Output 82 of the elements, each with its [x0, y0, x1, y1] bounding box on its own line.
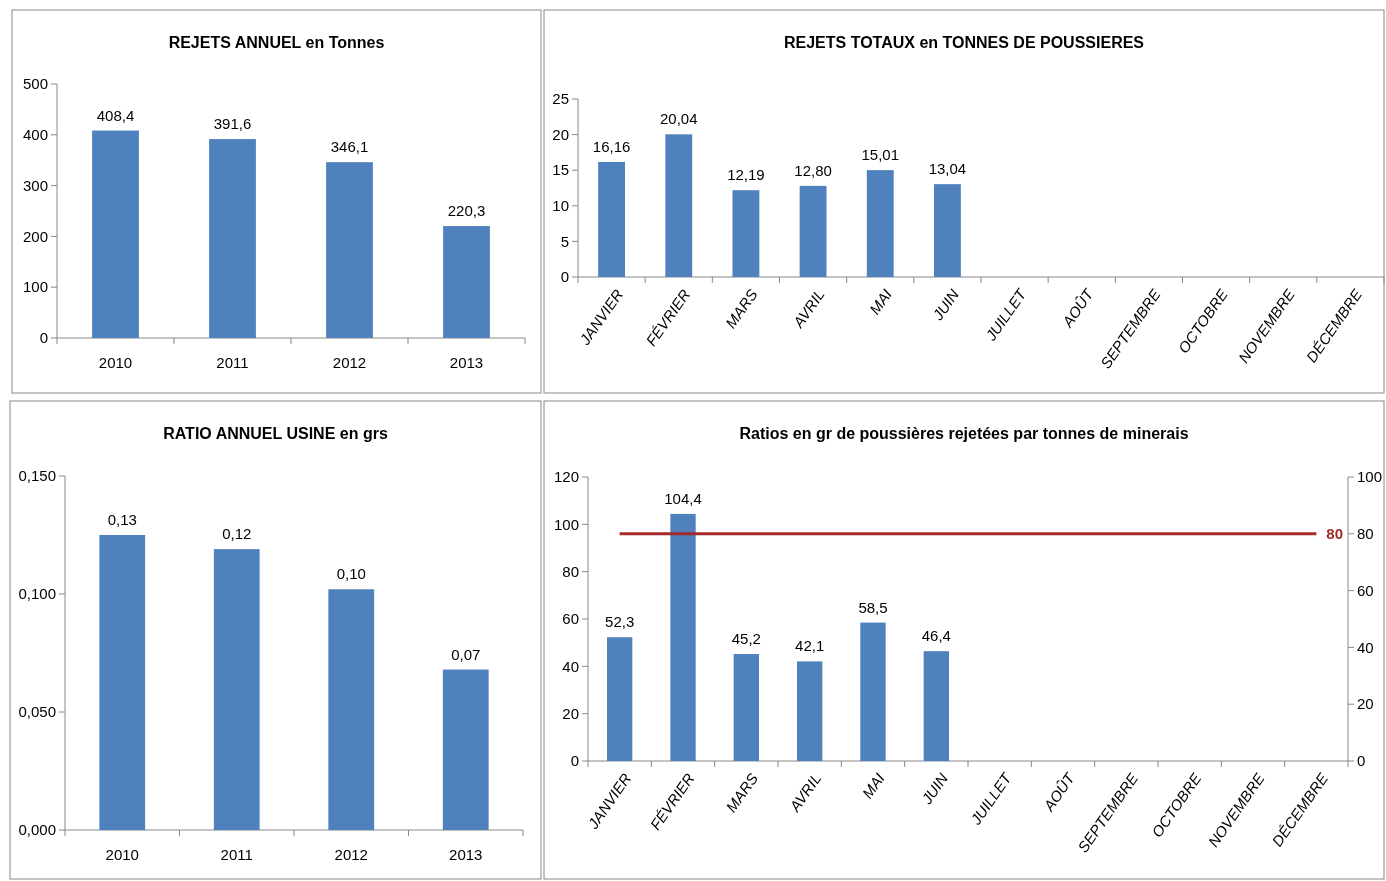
chart-title: REJETS TOTAUX en TONNES DE POUSSIERES: [783, 34, 1145, 51]
y-tick-label: 200: [22, 227, 48, 245]
y-tick-label: 15: [552, 161, 569, 179]
y-tick-label: 500: [22, 75, 48, 93]
bar: [442, 669, 489, 830]
data-label: 0,13: [107, 511, 137, 528]
data-label: 58,5: [858, 598, 888, 616]
data-label: 408,4: [96, 106, 135, 124]
y-tick-label: 300: [22, 176, 48, 194]
bar: [670, 513, 696, 761]
y2-tick-label: 20: [1357, 695, 1374, 713]
bar: [732, 190, 760, 277]
y-tick-label: 40: [562, 657, 579, 675]
data-label: 42,1: [795, 637, 825, 655]
y-tick-label: 0: [560, 268, 569, 286]
y-tick-label: 20: [552, 125, 569, 143]
y-tick-label: 25: [552, 90, 569, 108]
y2-tick-label: 100: [1357, 468, 1383, 486]
data-label: 13,04: [928, 160, 967, 178]
data-label: 104,4: [664, 489, 702, 507]
bar: [607, 637, 633, 761]
bar: [209, 139, 256, 338]
bar: [797, 661, 823, 761]
bar: [665, 134, 693, 277]
bar: [866, 170, 894, 277]
data-label: 391,6: [213, 115, 252, 133]
y-tick-label: 80: [562, 562, 579, 580]
y2-tick-label: 60: [1357, 581, 1374, 599]
data-label: 12,80: [794, 161, 832, 179]
x-tick-label: 2013: [449, 354, 484, 371]
ref-line-label: 80: [1326, 525, 1344, 543]
x-tick-label: 2010: [98, 354, 133, 371]
x-tick-label: 2012: [334, 846, 368, 863]
bar: [860, 622, 886, 761]
data-label: 0,07: [451, 645, 481, 663]
data-label: 46,4: [921, 627, 951, 645]
chart-title: RATIO ANNUEL USINE en grs: [163, 425, 388, 442]
y-tick-label: 0,000: [18, 821, 56, 839]
data-label: 12,19: [727, 166, 765, 184]
y-tick-label: 5: [560, 232, 569, 250]
bar: [92, 130, 139, 338]
x-tick-label: 2011: [220, 846, 253, 863]
y-tick-label: 120: [553, 468, 579, 486]
bar: [733, 654, 759, 761]
data-label: 220,3: [447, 202, 486, 220]
y2-tick-label: 0: [1357, 752, 1366, 770]
data-label: 20,04: [659, 110, 698, 128]
data-label: 45,2: [731, 630, 761, 648]
chart-title: REJETS ANNUEL en Tonnes: [168, 34, 385, 51]
x-tick-label: 2012: [332, 354, 367, 371]
bar: [326, 162, 373, 338]
x-tick-label: 2010: [105, 846, 139, 863]
y-tick-label: 20: [562, 704, 579, 722]
y-tick-label: 10: [552, 197, 569, 215]
bar: [99, 535, 146, 830]
bar: [598, 161, 626, 277]
bar: [443, 226, 490, 338]
data-label: 346,1: [330, 138, 369, 156]
y2-tick-label: 40: [1357, 638, 1374, 656]
y-tick-label: 0,150: [18, 467, 56, 485]
y-tick-label: 60: [562, 610, 579, 628]
x-tick-label: 2011: [216, 354, 249, 371]
data-label: 15,01: [861, 146, 900, 164]
data-label: 0,10: [336, 565, 366, 583]
y2-tick-label: 80: [1357, 525, 1374, 543]
bar: [213, 549, 260, 830]
y-tick-label: 100: [22, 278, 48, 296]
y-tick-label: 400: [22, 126, 48, 144]
data-label: 0,12: [222, 525, 252, 543]
y-tick-label: 0,100: [18, 585, 56, 603]
y-tick-label: 0,050: [18, 703, 56, 721]
chart-title: Ratios en gr de poussières rejetées par tonnes de minerais: [739, 425, 1189, 442]
bar: [933, 184, 961, 277]
y-tick-label: 100: [553, 515, 579, 533]
bar: [923, 651, 949, 761]
data-label: 16,16: [592, 137, 631, 155]
data-label: 52,3: [605, 613, 635, 631]
bar: [328, 589, 375, 830]
bar: [799, 185, 827, 277]
y-tick-label: 0: [39, 329, 48, 347]
y-tick-label: 0: [570, 752, 579, 770]
x-tick-label: 2013: [449, 846, 483, 863]
